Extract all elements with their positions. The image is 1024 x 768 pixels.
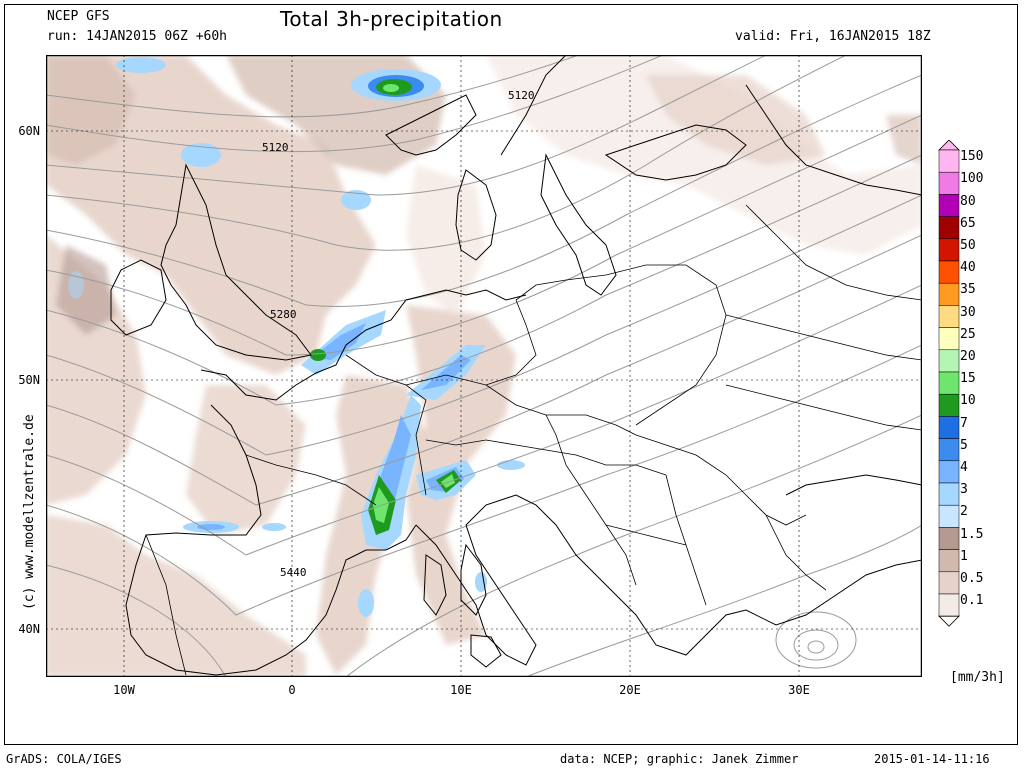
colorbar-level-label: 1.5	[960, 526, 984, 542]
lat-label: 50N	[18, 373, 40, 387]
colorbar-level-label: 7	[960, 415, 968, 431]
lon-label: 0	[288, 683, 296, 697]
lon-label: 10E	[450, 683, 472, 697]
colorbar-swatch	[938, 482, 960, 506]
lat-label: 40N	[18, 622, 40, 636]
colorbar-swatch	[938, 527, 960, 550]
colorbar-level-label: 3	[960, 482, 968, 498]
colorbar-swatch	[938, 549, 960, 573]
colorbar-swatch	[938, 571, 960, 595]
colorbar-swatch	[938, 460, 960, 484]
colorbar-unit: [mm/3h]	[950, 670, 1005, 685]
contour-value-labels: 5120 5120 5280 5440	[262, 89, 535, 579]
contour-label: 5120	[262, 141, 289, 154]
data-credit: data: NCEP; graphic: Janek Zimmer	[560, 752, 799, 766]
colorbar-level-label: 40	[960, 260, 976, 276]
lon-label: 30E	[788, 683, 810, 697]
colorbar-top-arrow	[938, 140, 960, 151]
run-info: run: 14JAN2015 06Z +60h	[47, 29, 228, 44]
colorbar-level-label: 15	[960, 371, 976, 387]
colorbar-level-label: 1	[960, 548, 968, 564]
colorbar-level-label: 0.1	[960, 593, 984, 609]
country-borders	[145, 204, 922, 676]
geopotential-contours	[46, 55, 922, 677]
colorbar-level-label: 30	[960, 304, 976, 320]
map-title: Total 3h-precipitation	[280, 7, 503, 31]
colorbar-level-label: 25	[960, 326, 976, 342]
colorbar-level-label: 100	[960, 171, 984, 187]
colorbar-swatch	[938, 327, 960, 351]
colorbar-level-label: 65	[960, 215, 976, 231]
graticule	[46, 55, 922, 677]
precip-shading-heavy	[68, 57, 525, 617]
colorbar-level-label: 0.5	[960, 571, 984, 586]
website-credit: (c) www.modellzentrale.de	[22, 414, 37, 610]
colorbar-swatch	[938, 393, 960, 417]
colorbar-swatch	[938, 171, 960, 195]
contour-label: 5120	[508, 89, 535, 102]
colorbar-level-label: 2	[960, 504, 968, 520]
colorbar-swatch	[938, 504, 960, 528]
colorbar-level-label: 35	[960, 282, 976, 298]
lon-label: 10W	[113, 683, 135, 697]
valid-time: valid: Fri, 16JAN2015 18Z	[735, 29, 931, 44]
colorbar-level-label: 10	[960, 393, 976, 409]
grads-credit: GrADS: COLA/IGES	[6, 752, 122, 766]
colorbar-swatch	[938, 238, 960, 262]
colorbar-swatch	[938, 149, 960, 173]
contour-label: 5280	[270, 308, 297, 321]
colorbar-level-label: 20	[960, 349, 976, 364]
precipitation-map: 5120 5120 5280 5440	[46, 55, 922, 677]
colorbar-swatch	[938, 216, 960, 240]
colorbar-level-label: 50	[960, 238, 976, 253]
model-name: NCEP GFS	[47, 9, 110, 24]
colorbar-level-label: 4	[960, 460, 968, 475]
colorbar-swatch	[938, 305, 960, 328]
colorbar-swatch	[938, 194, 960, 217]
colorbar-bottom-arrow	[938, 615, 960, 627]
timestamp: 2015-01-14-11:16	[874, 752, 990, 766]
colorbar-swatch	[938, 371, 960, 395]
lon-label: 20E	[619, 683, 641, 697]
contour-label: 5440	[280, 566, 307, 579]
figure-frame	[4, 4, 1018, 745]
colorbar-swatch	[938, 282, 960, 306]
colorbar-swatch	[938, 349, 960, 373]
colorbar-level-label: 80	[960, 193, 976, 209]
coastlines	[110, 55, 922, 676]
colorbar-swatch	[938, 416, 960, 439]
colorbar-swatch	[938, 260, 960, 284]
colorbar-swatch	[938, 593, 960, 617]
colorbar-level-label: 150	[960, 149, 984, 165]
lat-label: 60N	[18, 124, 40, 138]
precipitation-colorbar	[938, 140, 960, 627]
colorbar-level-label: 5	[960, 437, 968, 453]
map-border	[46, 55, 922, 677]
colorbar-swatch	[938, 438, 960, 462]
